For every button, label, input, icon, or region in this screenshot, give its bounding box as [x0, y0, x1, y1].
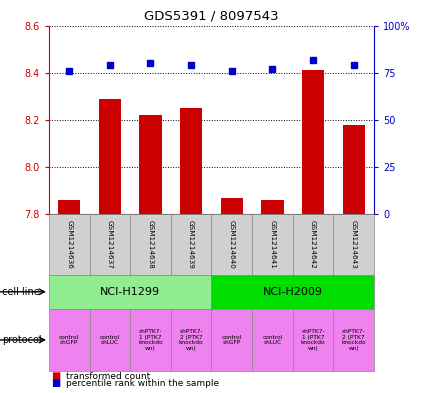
- Text: control
shLUC: control shLUC: [262, 334, 283, 345]
- Bar: [180, 108, 202, 214]
- Bar: [221, 198, 243, 214]
- Bar: [58, 200, 80, 214]
- Text: GSM1214637: GSM1214637: [107, 220, 113, 269]
- Bar: [302, 70, 324, 214]
- Bar: [171, 309, 211, 371]
- Text: shPTK7-
2 (PTK7
knockdo
wn): shPTK7- 2 (PTK7 knockdo wn): [341, 329, 366, 351]
- Text: control
shGFP: control shGFP: [221, 334, 242, 345]
- Bar: [261, 200, 283, 214]
- Text: shPTK7-
1 (PTK7
knockdo
wn): shPTK7- 1 (PTK7 knockdo wn): [301, 329, 326, 351]
- Bar: [252, 309, 293, 371]
- Bar: [49, 309, 90, 371]
- Text: NCI-H1299: NCI-H1299: [100, 287, 160, 297]
- Text: control
shLUC: control shLUC: [100, 334, 120, 345]
- Text: ■: ■: [51, 378, 60, 388]
- Bar: [211, 214, 252, 275]
- Bar: [343, 125, 365, 214]
- Bar: [130, 214, 171, 275]
- Bar: [293, 214, 333, 275]
- Text: cell line: cell line: [2, 287, 40, 297]
- Text: shPTK7-
2 (PTK7
knockdo
wn): shPTK7- 2 (PTK7 knockdo wn): [179, 329, 204, 351]
- Text: GSM1214641: GSM1214641: [269, 220, 275, 269]
- Bar: [139, 115, 162, 214]
- Bar: [211, 275, 374, 309]
- Text: ■: ■: [51, 371, 60, 381]
- Text: percentile rank within the sample: percentile rank within the sample: [66, 379, 219, 388]
- Bar: [171, 214, 211, 275]
- Text: GSM1214640: GSM1214640: [229, 220, 235, 269]
- Text: GSM1214636: GSM1214636: [66, 220, 72, 269]
- Text: GSM1214638: GSM1214638: [147, 220, 153, 269]
- Bar: [99, 99, 121, 214]
- Bar: [252, 214, 293, 275]
- Bar: [90, 214, 130, 275]
- Bar: [333, 214, 374, 275]
- Bar: [49, 214, 90, 275]
- Bar: [130, 309, 171, 371]
- Text: control
shGFP: control shGFP: [59, 334, 79, 345]
- Text: GSM1214642: GSM1214642: [310, 220, 316, 269]
- Text: protocol: protocol: [2, 335, 42, 345]
- Bar: [293, 309, 333, 371]
- Text: shPTK7-
1 (PTK7
knockdo
wn): shPTK7- 1 (PTK7 knockdo wn): [138, 329, 163, 351]
- Text: NCI-H2009: NCI-H2009: [263, 287, 323, 297]
- Bar: [211, 309, 252, 371]
- Bar: [333, 309, 374, 371]
- Text: GSM1214643: GSM1214643: [351, 220, 357, 269]
- Text: transformed count: transformed count: [66, 372, 150, 381]
- Bar: [90, 309, 130, 371]
- Title: GDS5391 / 8097543: GDS5391 / 8097543: [144, 10, 279, 23]
- Text: GSM1214639: GSM1214639: [188, 220, 194, 269]
- Bar: [49, 275, 211, 309]
